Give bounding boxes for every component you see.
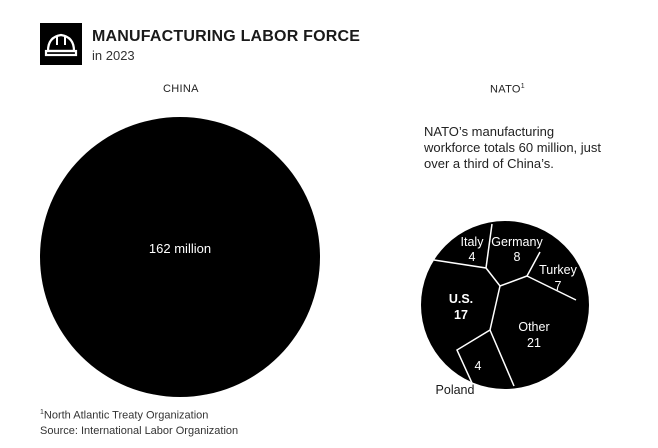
cell-label-germany: Germany xyxy=(491,235,543,249)
cell-label-us: U.S. xyxy=(449,292,473,306)
cell-value-germany: 8 xyxy=(514,250,521,264)
cell-value-italy: 4 xyxy=(469,250,476,264)
chart-title: MANUFACTURING LABOR FORCE xyxy=(92,28,361,45)
cell-label-poland: Poland xyxy=(436,383,475,397)
footnote-mark: 1 xyxy=(520,83,525,90)
cell-label-turkey: Turkey xyxy=(539,263,577,277)
cell-value-turkey: 7 xyxy=(555,279,562,293)
footnote-nato: 1North Atlantic Treaty Organization xyxy=(40,409,209,422)
cell-value-other: 21 xyxy=(527,336,541,350)
data-label-china: 162 million xyxy=(149,241,211,256)
panel-label-nato: NATO1 xyxy=(490,83,525,96)
source-note: Source: International Labor Organization xyxy=(40,425,239,437)
panel-label-china: CHINA xyxy=(163,83,199,95)
cell-value-poland: 4 xyxy=(475,359,482,373)
chart-subtitle: in 2023 xyxy=(92,48,135,63)
cell-value-us: 17 xyxy=(454,308,468,322)
nato-cell-dividers xyxy=(433,223,577,387)
bubble-china xyxy=(40,117,320,397)
cell-label-italy: Italy xyxy=(461,235,485,249)
hard-hat-icon xyxy=(40,23,82,65)
nato-annotation: NATO’s manufacturing workforce totals 60… xyxy=(424,124,602,171)
cell-label-other: Other xyxy=(518,320,549,334)
